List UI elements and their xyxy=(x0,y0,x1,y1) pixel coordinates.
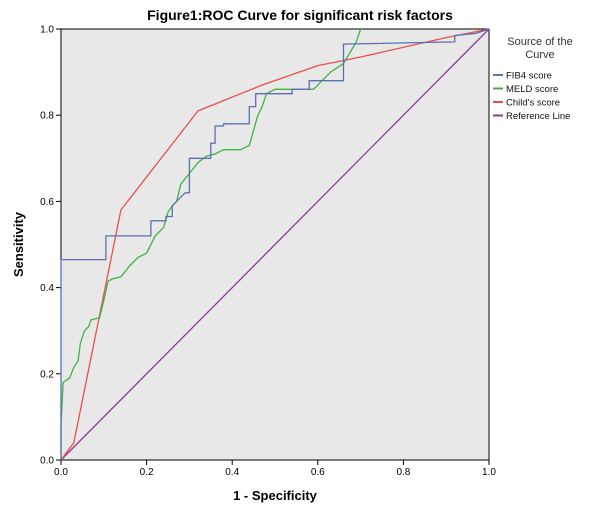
y-tick-label: 1.0 xyxy=(40,25,54,36)
legend-item-label: FIB4 score xyxy=(506,71,552,82)
legend-item-label: MELD score xyxy=(506,84,558,95)
series-line-child-s-score xyxy=(60,28,490,461)
y-tick-label: 0.6 xyxy=(40,197,54,208)
series-lines xyxy=(60,28,490,461)
y-tick-label: 0.0 xyxy=(40,456,54,467)
chart-title: Figure1:ROC Curve for significant risk f… xyxy=(147,7,453,23)
legend-title-line1: Source of the xyxy=(507,36,572,48)
y-tick-label: 0.8 xyxy=(40,111,54,122)
series-line-reference-line xyxy=(60,28,490,461)
x-tick-label: 1.0 xyxy=(482,467,496,478)
x-tick-label: 0.2 xyxy=(140,467,154,478)
y-tick-label: 0.2 xyxy=(40,369,54,380)
y-tick-label: 0.4 xyxy=(40,283,54,294)
x-tick-label: 0.4 xyxy=(225,467,239,478)
x-axis-label: 1 - Specificity xyxy=(233,488,318,503)
legend-item-label: Reference Line xyxy=(506,111,570,122)
series-line-fib4-score xyxy=(60,28,490,460)
legend-title-line2: Curve xyxy=(525,49,554,61)
x-tick-label: 0.6 xyxy=(311,467,325,478)
y-axis-label: Sensitivity xyxy=(11,211,26,277)
x-tick-label: 0.8 xyxy=(396,467,410,478)
legend-item-label: Child's score xyxy=(506,98,560,109)
x-tick-label: 0.0 xyxy=(54,467,68,478)
legend: Source of the Curve FIB4 score MELD score… xyxy=(493,36,573,122)
axis-ticks: 0.0 0.2 0.4 0.6 0.8 1.0 0.0 0.2 0.4 0.6 0.8 1.0 xyxy=(40,25,496,479)
